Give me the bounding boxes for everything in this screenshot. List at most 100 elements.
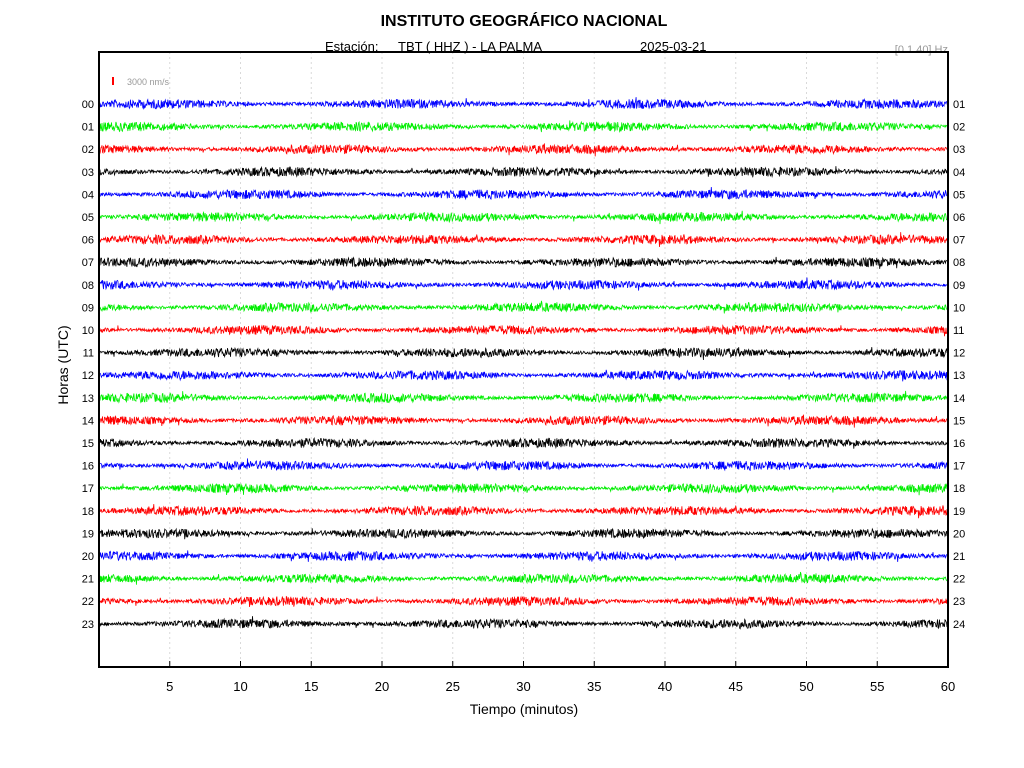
x-tick-label: 55 (870, 679, 884, 694)
x-tick-label: 5 (166, 679, 173, 694)
right-hour-label: 15 (953, 415, 965, 427)
left-hour-label: 04 (82, 189, 94, 201)
right-hour-label: 02 (953, 122, 965, 134)
left-hour-label: 23 (82, 619, 94, 631)
left-hour-label: 06 (82, 235, 94, 247)
trace-hour-15 (99, 437, 948, 449)
station-label: Estación: (325, 39, 378, 54)
trace-hour-02 (99, 143, 948, 157)
left-hour-label: 15 (82, 438, 94, 450)
right-hour-label: 23 (953, 596, 965, 608)
x-tick-label: 60 (941, 679, 955, 694)
left-hour-label: 00 (82, 99, 94, 111)
x-tick-label: 40 (658, 679, 672, 694)
trace-hour-01 (99, 120, 948, 133)
trace-hour-18 (99, 504, 948, 519)
left-hour-label: 19 (82, 528, 94, 540)
trace-hour-23 (99, 616, 948, 630)
left-hour-label: 09 (82, 302, 94, 314)
scale-bar (112, 77, 114, 85)
trace-hour-08 (99, 277, 948, 291)
left-hour-label: 12 (82, 370, 94, 382)
trace-hour-14 (99, 414, 948, 428)
date-label: 2025-03-21 (640, 39, 707, 54)
left-hour-label: 20 (82, 551, 94, 563)
trace-hour-17 (99, 482, 948, 496)
left-hour-label: 21 (82, 574, 94, 586)
seismic-traces (99, 97, 948, 630)
right-hour-label: 05 (953, 189, 965, 201)
x-tick-label: 30 (516, 679, 530, 694)
right-hour-label: 18 (953, 483, 965, 495)
trace-hour-04 (99, 186, 948, 201)
station-value: TBT ( HHZ ) - LA PALMA (398, 39, 542, 54)
trace-hour-06 (99, 232, 948, 248)
right-hour-label: 04 (953, 167, 965, 179)
left-hour-label: 01 (82, 122, 94, 134)
right-hour-label: 21 (953, 551, 965, 563)
left-hour-label: 10 (82, 325, 94, 337)
trace-hour-07 (99, 256, 948, 269)
trace-hour-19 (99, 527, 948, 540)
right-hour-label: 09 (953, 280, 965, 292)
filter-label: [0.1 40] Hz (895, 44, 948, 56)
right-hour-label: 13 (953, 370, 965, 382)
right-hour-label: 10 (953, 302, 965, 314)
trace-hour-16 (99, 458, 948, 472)
right-hour-labels: 01 02 03 04 05 06 07 08 09 10 11 12 13 14 15 16 17 18 19 20… (953, 99, 965, 631)
left-hour-label: 14 (82, 415, 94, 427)
right-hour-label: 24 (953, 619, 965, 631)
y-axis-label: Horas (UTC) (55, 325, 71, 404)
trace-hour-05 (99, 210, 948, 225)
left-hour-label: 05 (82, 212, 94, 224)
scale-label: 3000 nm/s (127, 77, 170, 87)
right-hour-label: 19 (953, 506, 965, 518)
right-hour-label: 20 (953, 528, 965, 540)
trace-hour-22 (99, 595, 948, 608)
grid-lines (169, 52, 878, 667)
right-hour-label: 17 (953, 461, 965, 473)
x-tick-label: 50 (799, 679, 813, 694)
right-hour-label: 14 (953, 393, 965, 405)
x-tick-label: 35 (587, 679, 601, 694)
left-hour-label: 08 (82, 280, 94, 292)
left-hour-label: 13 (82, 393, 94, 405)
plot-frame (98, 51, 949, 668)
left-hour-label: 03 (82, 167, 94, 179)
left-hour-label: 07 (82, 257, 94, 269)
left-hour-label: 11 (83, 348, 94, 360)
x-tick-label: 10 (233, 679, 247, 694)
x-tick-label: 25 (446, 679, 460, 694)
left-hour-label: 02 (82, 144, 94, 156)
right-hour-label: 06 (953, 212, 965, 224)
left-hour-label: 16 (82, 461, 94, 473)
trace-hour-09 (99, 300, 948, 314)
trace-hour-21 (99, 571, 948, 585)
x-tick-label: 15 (304, 679, 318, 694)
right-hour-label: 11 (953, 325, 964, 337)
trace-hour-13 (99, 390, 948, 404)
left-hour-label: 17 (82, 483, 94, 495)
trace-hour-20 (99, 550, 948, 562)
left-hour-label: 22 (82, 596, 94, 608)
right-hour-label: 16 (953, 438, 965, 450)
trace-hour-10 (99, 324, 948, 337)
x-axis-label: Tiempo (minutos) (470, 701, 578, 717)
trace-hour-00 (99, 97, 948, 110)
x-axis-ticks: 5 10 15 20 25 30 35 40 45 50 55 60 (166, 661, 955, 694)
x-tick-label: 20 (375, 679, 389, 694)
left-hour-labels: 00 01 02 03 04 05 06 07 08 09 10 11 12 13 14 15 16 17 18 19… (82, 99, 94, 631)
right-hour-label: 22 (953, 574, 965, 586)
trace-hour-03 (99, 165, 948, 178)
x-tick-label: 45 (729, 679, 743, 694)
right-hour-label: 08 (953, 257, 965, 269)
right-hour-label: 07 (953, 235, 965, 247)
chart-title: INSTITUTO GEOGRÁFICO NACIONAL (381, 11, 668, 30)
right-hour-label: 03 (953, 144, 965, 156)
trace-hour-12 (99, 369, 948, 382)
right-hour-label: 01 (953, 99, 965, 111)
right-hour-label: 12 (953, 348, 965, 360)
left-hour-label: 18 (82, 506, 94, 518)
trace-hour-11 (99, 346, 948, 361)
